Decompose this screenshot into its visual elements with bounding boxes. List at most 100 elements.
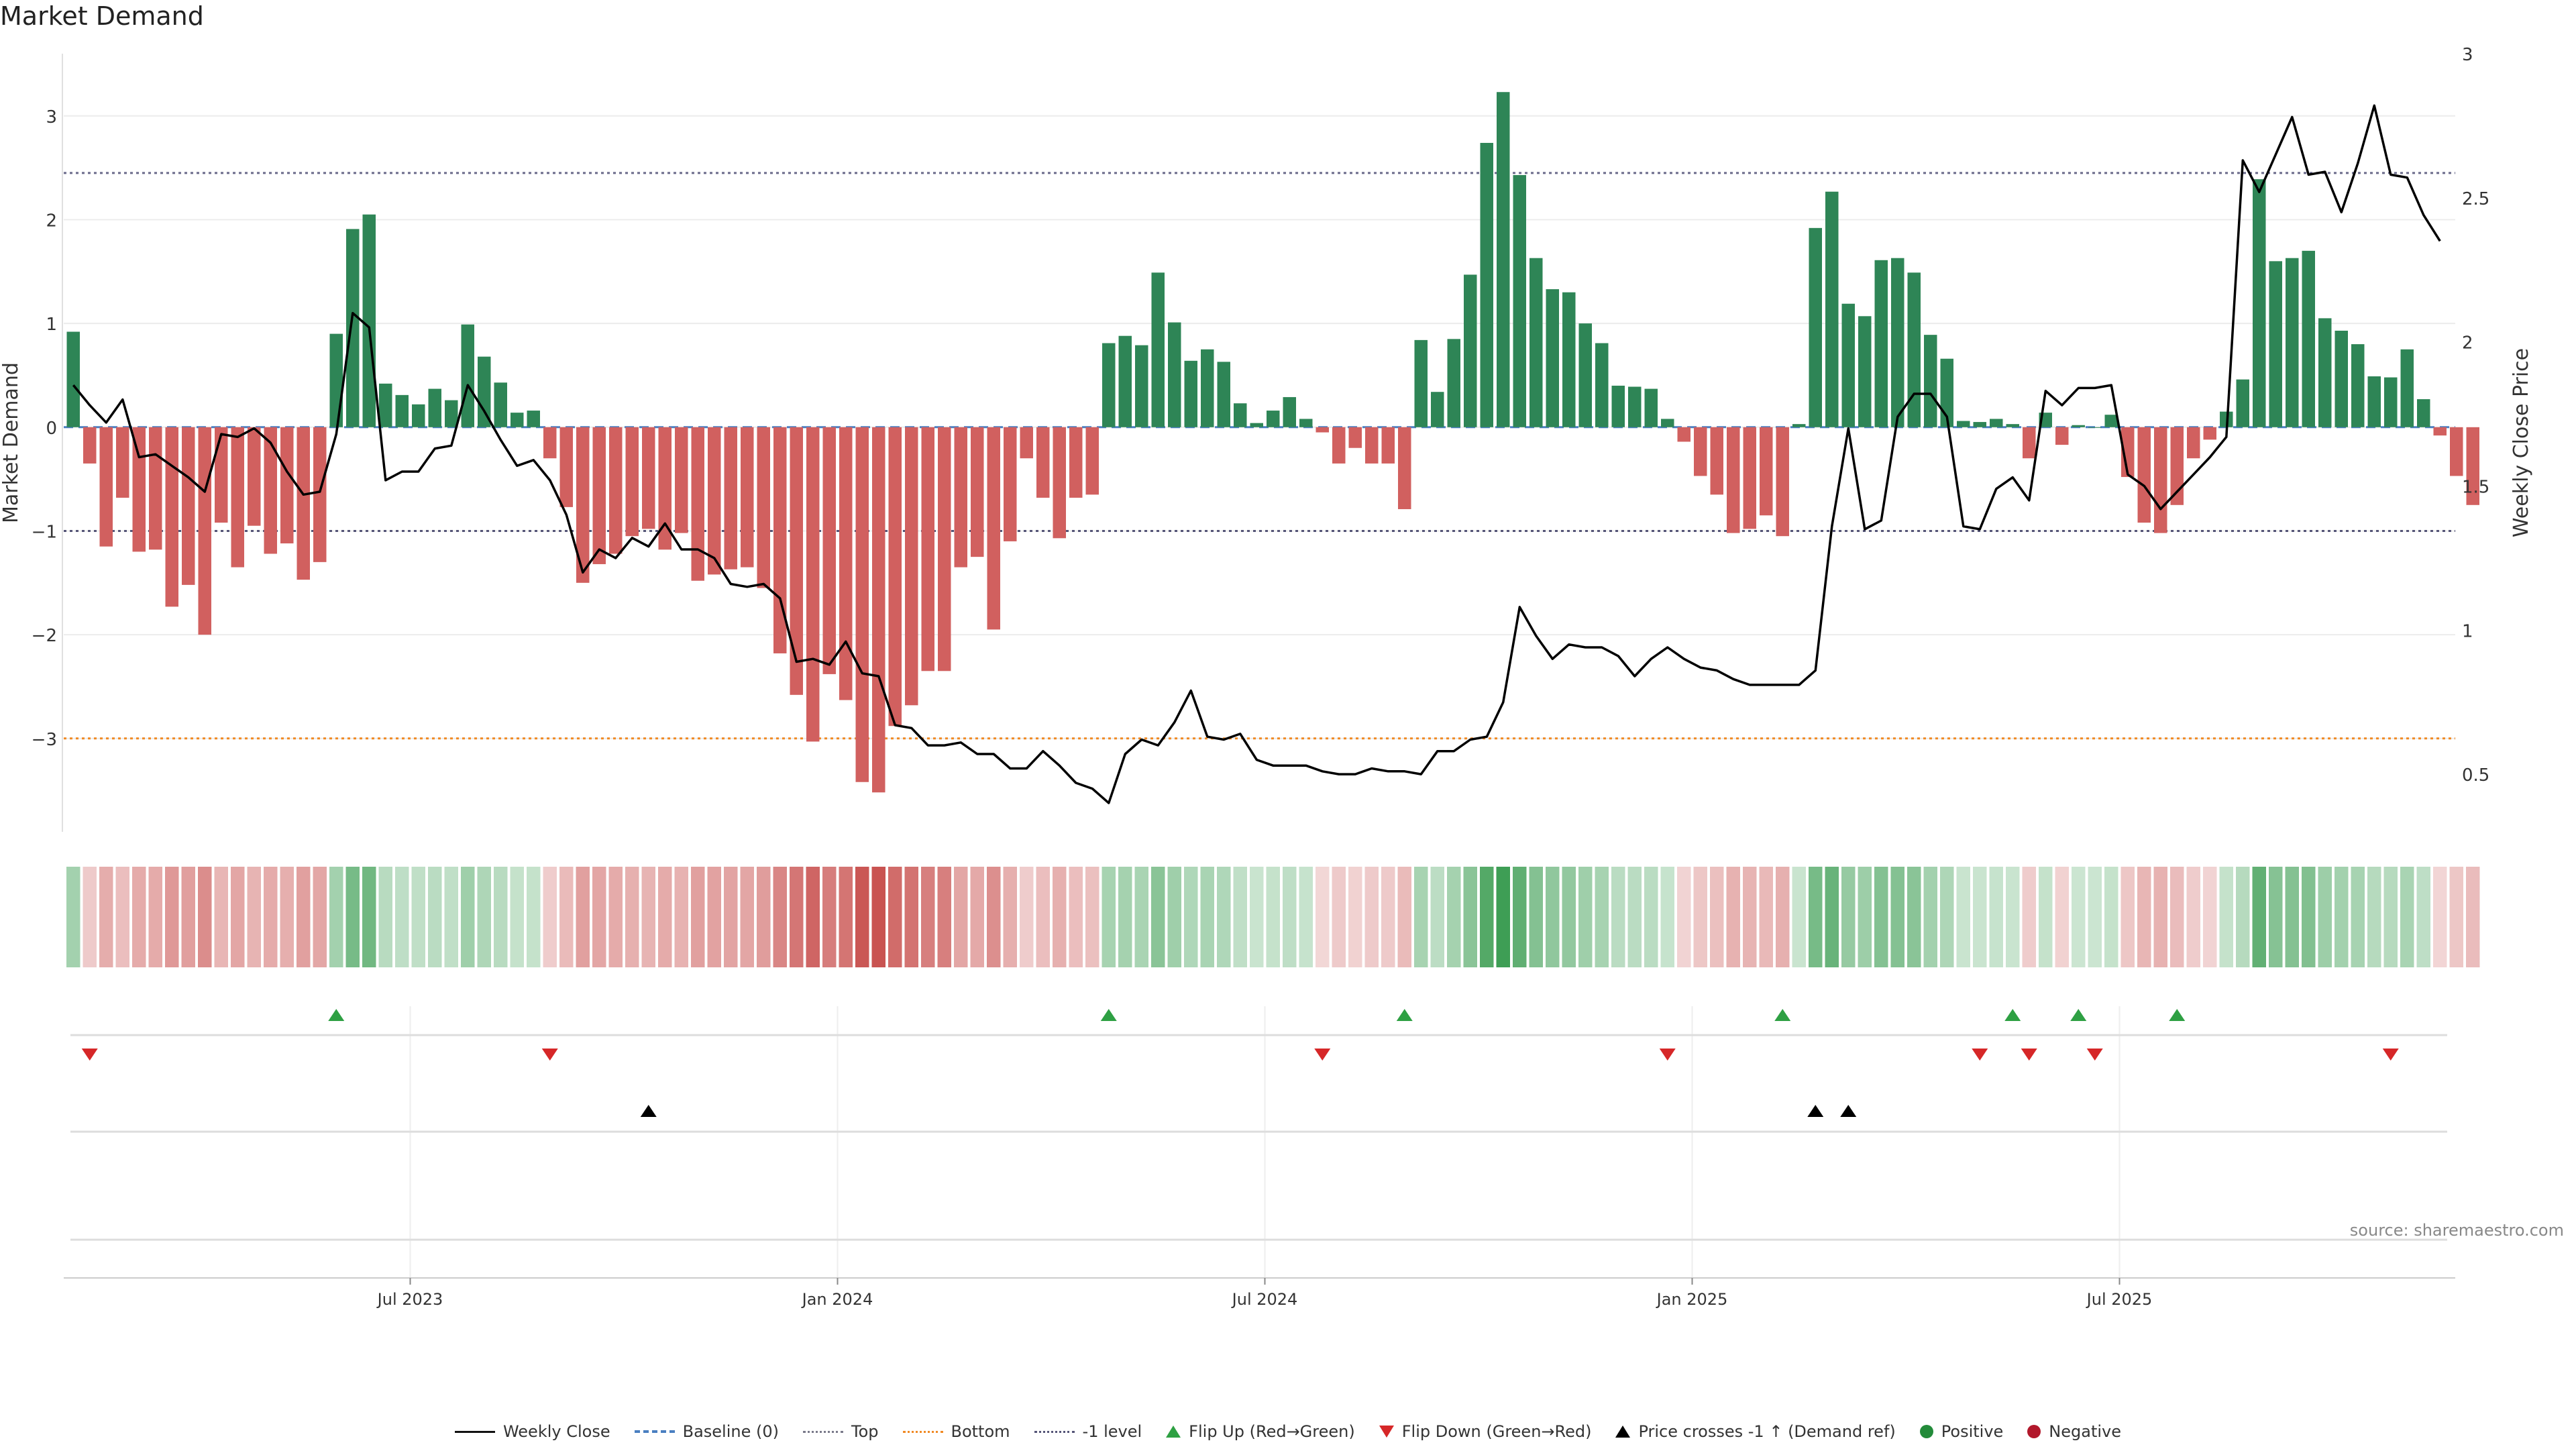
demand-bar xyxy=(2072,425,2085,427)
demand-bar xyxy=(1924,335,1937,427)
demand-bar xyxy=(1694,427,1707,476)
heatmap-cell xyxy=(2072,867,2086,967)
heatmap-cell xyxy=(724,867,738,967)
demand-bar xyxy=(264,427,277,554)
legend-label: Bottom xyxy=(951,1422,1010,1441)
heatmap-cell xyxy=(1118,867,1132,967)
heatmap-cell xyxy=(313,867,327,967)
heatmap-cell xyxy=(806,867,820,967)
demand-bar xyxy=(888,427,902,727)
demand-bar xyxy=(658,427,672,550)
heatmap-cell xyxy=(1809,867,1823,967)
demand-bar xyxy=(806,427,820,742)
legend-item: Baseline (0) xyxy=(634,1422,779,1441)
chart-title: Market Demand xyxy=(0,1,204,31)
heatmap-cell xyxy=(66,867,80,967)
legend-item: Weekly Close xyxy=(454,1422,610,1441)
heatmap-cell xyxy=(428,867,442,967)
demand-bar xyxy=(1398,427,1411,509)
heatmap-cell xyxy=(1710,867,1724,967)
legend-item: Price crosses -1 ↑ (Demand ref) xyxy=(1615,1422,1896,1441)
demand-bar xyxy=(1234,403,1247,427)
heatmap-cell xyxy=(411,867,425,967)
heatmap-cell xyxy=(2318,867,2332,967)
heatmap-cell xyxy=(1332,867,1346,967)
demand-bar xyxy=(313,427,327,562)
demand-bar xyxy=(576,427,590,583)
demand-bar xyxy=(1497,92,1510,427)
demand-bar xyxy=(132,427,146,552)
circle-icon xyxy=(1919,1425,1933,1438)
heatmap-cell xyxy=(691,867,705,967)
flip-up-marker xyxy=(1100,1009,1117,1021)
demand-bar xyxy=(872,427,885,793)
heatmap-cell xyxy=(2416,867,2430,967)
heatmap-cell xyxy=(2433,867,2447,967)
legend-item: -1 level xyxy=(1034,1422,1142,1441)
demand-bar xyxy=(1776,427,1789,537)
top-swatch xyxy=(803,1430,843,1433)
demand-bar xyxy=(1940,358,1953,427)
demand-bar xyxy=(2104,415,2118,427)
heatmap-cell xyxy=(527,867,541,967)
heatmap-cell xyxy=(1053,867,1067,967)
heatmap-cell xyxy=(1463,867,1477,967)
demand-bar xyxy=(1431,392,1444,427)
heatmap-cell xyxy=(707,867,721,967)
flip-down-marker xyxy=(2021,1049,2037,1061)
demand-bar xyxy=(1135,345,1148,427)
heatmap-cell xyxy=(1316,867,1330,967)
demand-bar xyxy=(675,427,688,533)
demand-bar xyxy=(1053,427,1066,539)
heatmap-cell xyxy=(1102,867,1116,967)
heatmap-cell xyxy=(148,867,162,967)
heatmap-cell xyxy=(674,867,688,967)
y-tick-label: 0 xyxy=(46,419,57,439)
heatmap-cell xyxy=(839,867,853,967)
demand-bar xyxy=(2302,250,2315,427)
heatmap-cell xyxy=(773,867,787,967)
legend-label: -1 level xyxy=(1082,1422,1142,1441)
axes: 3 2 1 0 −1 −2 −3 3 2.5 2 1.5 1 0.5 Jul 2023 Jan 2024 Ju… xyxy=(32,45,2490,1309)
heatmap-cell xyxy=(362,867,376,967)
demand-bar xyxy=(2450,427,2463,476)
demand-bar xyxy=(494,382,507,427)
demand-bar xyxy=(478,356,491,427)
y2-axis-label: Weekly Close Price xyxy=(2510,348,2533,537)
demand-bar xyxy=(2400,349,2414,427)
heatmap-cell xyxy=(1266,867,1280,967)
heatmap-cell xyxy=(1562,867,1576,967)
circle-icon xyxy=(2027,1425,2041,1438)
demand-bar xyxy=(1036,427,1050,498)
heatmap-cell xyxy=(855,867,869,967)
flip-up-marker xyxy=(2004,1009,2021,1021)
heatmap-cell xyxy=(83,867,97,967)
demand-bar xyxy=(1760,427,1773,516)
demand-bar xyxy=(2269,261,2282,427)
heatmap-cell xyxy=(904,867,918,967)
heatmap-cell xyxy=(231,867,245,967)
price-cross-marker xyxy=(1840,1105,1857,1117)
heatmap-cell xyxy=(1397,867,1411,967)
demand-bar xyxy=(839,427,853,700)
demand-bar xyxy=(1546,289,1559,427)
demand-bar xyxy=(182,427,195,585)
legend-label: Flip Up (Red→Green) xyxy=(1189,1422,1355,1441)
y-axis-label: Market Demand xyxy=(0,362,23,523)
legend-label: Flip Down (Green→Red) xyxy=(1401,1422,1592,1441)
y-tick-label: −1 xyxy=(32,522,57,542)
weekly-close-swatch xyxy=(454,1430,495,1433)
flip-down-marker xyxy=(1972,1049,1988,1061)
demand-bar xyxy=(1907,272,1921,427)
heatmap-cell xyxy=(1069,867,1083,967)
legend-item: Flip Down (Green→Red) xyxy=(1379,1422,1592,1441)
demand-bar xyxy=(1069,427,1083,498)
heatmap-cell xyxy=(2236,867,2250,967)
legend-label: Negative xyxy=(2049,1422,2122,1441)
flip-down-marker xyxy=(81,1049,98,1061)
demand-bar xyxy=(1184,360,1197,427)
demand-bar xyxy=(1332,427,1346,464)
heatmap-cell xyxy=(132,867,146,967)
demand-bar xyxy=(2187,427,2200,459)
